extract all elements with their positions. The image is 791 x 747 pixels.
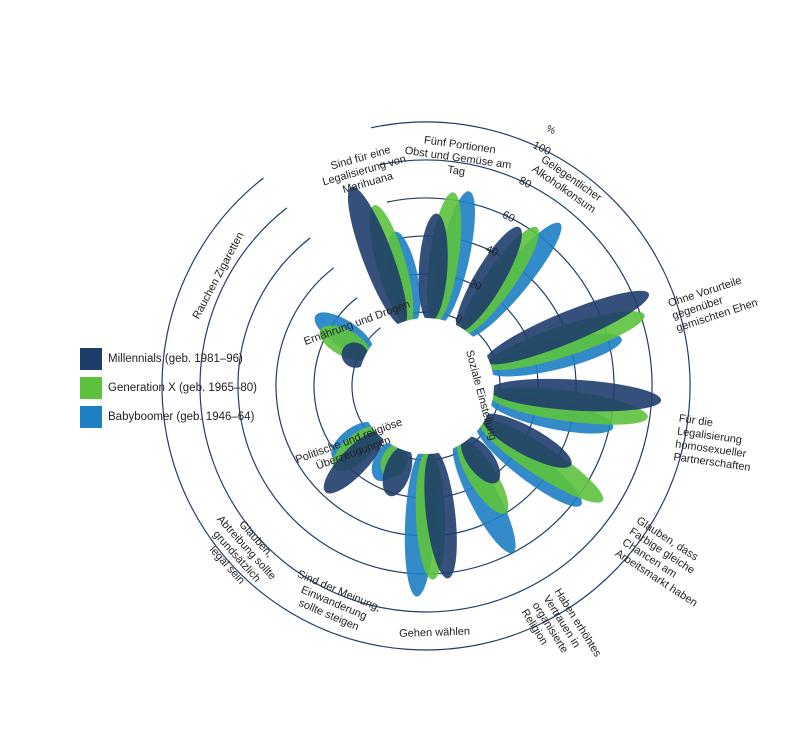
unit-label: % xyxy=(544,123,557,137)
legend-swatch xyxy=(80,348,102,370)
category-label: GelegentlicherAlkoholkonsum xyxy=(530,152,605,215)
category-label-line: Rauchen Zigaretten xyxy=(191,230,247,321)
category-label: Für dieLegalisierunghomosexuellerPartner… xyxy=(673,413,757,474)
legend-item: Millennials (geb. 1981–96) xyxy=(80,348,257,370)
category-label: Glauben, dassFarbige gleicheChancen amAr… xyxy=(613,515,721,610)
grid-ring xyxy=(161,121,691,651)
tick-label: 60 xyxy=(500,209,516,225)
legend-label: Generation X (geb. 1965–80) xyxy=(108,382,257,394)
category-label-line: Gehen wählen xyxy=(399,626,470,640)
legend-swatch xyxy=(80,406,102,428)
category-label: Sind der Meinung,Einwanderungsollte stei… xyxy=(285,568,382,638)
petal-mark xyxy=(382,446,413,497)
data-marks xyxy=(314,186,662,597)
category-label: Sind für eineLegalisierung vonMarihuana xyxy=(318,141,411,201)
category-label: Haben erhöhtesVertrauen inorganisierteRe… xyxy=(519,586,604,680)
petal-mark xyxy=(456,226,522,332)
petal-mark xyxy=(323,430,384,494)
category-label: Glauben,Abtreibung solltegrundsätzlichle… xyxy=(195,505,288,600)
category-label: Gehen wählen xyxy=(399,626,470,640)
category-label: Rauchen Zigaretten xyxy=(191,230,247,321)
grid-ring xyxy=(199,159,653,613)
category-label: Fünf PortionenObst und Gemüse amTag xyxy=(402,132,514,185)
tick-label: 40 xyxy=(484,243,500,259)
tick-label: 20 xyxy=(467,277,483,293)
petal-mark xyxy=(347,186,408,327)
petal-mark xyxy=(341,342,369,368)
legend-swatch xyxy=(80,377,102,399)
petal-mark xyxy=(460,436,501,484)
tick-label: 80 xyxy=(517,175,533,191)
category-label-line: Tag xyxy=(447,164,466,178)
category-label: Ohne Vorurteilegegenübergemischten Ehen xyxy=(667,272,760,334)
petal-mark xyxy=(484,290,650,365)
tick-label: 0 xyxy=(453,313,464,326)
legend-label: Babyboomer (geb. 1946–64) xyxy=(108,411,255,423)
legend-label: Millennials (geb. 1981–96) xyxy=(108,353,243,365)
petal-mark xyxy=(489,378,662,412)
category-label-line: Für die xyxy=(678,413,714,430)
center-hub xyxy=(358,318,494,454)
legend-item: Generation X (geb. 1965–80) xyxy=(80,377,257,399)
petal-mark xyxy=(424,449,457,579)
legend: Millennials (geb. 1981–96) Generation X … xyxy=(80,348,257,435)
petal-mark xyxy=(418,213,448,323)
petal-mark xyxy=(481,413,572,468)
legend-item: Babyboomer (geb. 1946–64) xyxy=(80,406,257,428)
